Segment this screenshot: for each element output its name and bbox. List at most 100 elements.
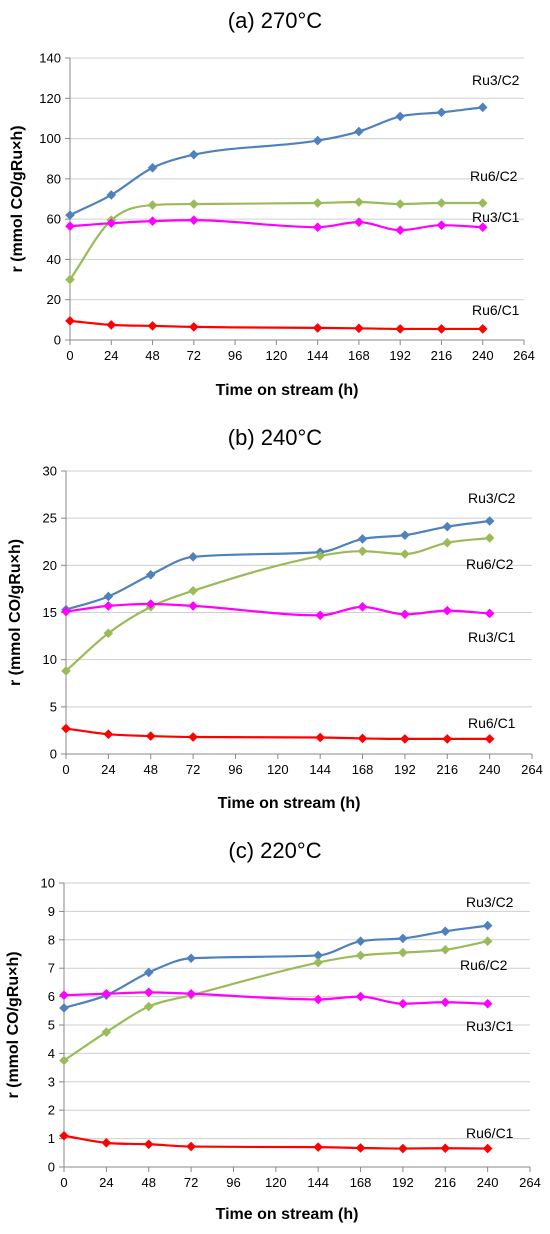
- data-point: [354, 126, 364, 137]
- data-point: [477, 102, 488, 113]
- data-point: [440, 926, 451, 937]
- data-point: [188, 552, 198, 562]
- data-point: [355, 936, 366, 947]
- data-point: [101, 1027, 112, 1037]
- series-line-ru3-c2: [65, 519, 490, 611]
- x-tick-label: 96: [226, 1175, 240, 1190]
- data-point: [484, 516, 495, 526]
- series-line-ru3-c2: [69, 106, 483, 217]
- data-point: [59, 1055, 69, 1066]
- data-point: [482, 1143, 493, 1154]
- y-tick-label: 40: [47, 252, 61, 267]
- data-point: [484, 608, 495, 619]
- series-ru3-c2: [61, 516, 495, 615]
- data-point: [65, 274, 75, 285]
- y-tick-label: 140: [39, 51, 61, 66]
- y-tick-label: 0: [54, 333, 61, 348]
- data-point: [400, 609, 410, 620]
- data-point: [145, 731, 156, 741]
- y-tick-label: 9: [48, 904, 55, 919]
- data-point: [357, 733, 368, 744]
- data-point: [188, 732, 198, 742]
- data-point: [395, 324, 405, 334]
- y-tick-label: 120: [39, 91, 61, 106]
- data-point: [188, 601, 198, 611]
- x-tick-label: 264: [521, 762, 543, 777]
- data-point: [61, 723, 71, 734]
- data-point: [477, 198, 488, 208]
- data-point: [484, 533, 495, 543]
- data-point: [65, 210, 75, 220]
- y-axis-label: r (mmol CO/gRu×h): [5, 951, 22, 1098]
- series-ru3-c1: [61, 599, 495, 621]
- x-axis-label: Time on stream (h): [216, 1206, 359, 1223]
- chart-panel-2: (b) 240°C 0 5 10 15 20 25 30 0 24 48 72 96 120 144 168 1…: [7, 425, 543, 812]
- chart-panel-3: (c) 220°C 0 1 2 3 4 5 6 7 8 9 10 0 24 48 72 96 120 144 168 1…: [5, 838, 541, 1223]
- y-tick-label: 60: [47, 212, 61, 227]
- data-point: [354, 217, 364, 227]
- x-tick-label: 168: [350, 1175, 372, 1190]
- x-tick-label: 240: [472, 348, 494, 363]
- data-point: [59, 1130, 69, 1141]
- y-tick-label: 100: [39, 131, 61, 146]
- data-point: [400, 549, 410, 559]
- y-tick-label: 20: [47, 292, 61, 307]
- data-point: [65, 316, 75, 326]
- series-line-ru6-c1: [69, 319, 483, 331]
- series-label-ru3-c2: Ru3/C2: [468, 490, 516, 506]
- series-label-ru3-c2: Ru3/C2: [466, 894, 514, 910]
- data-point: [65, 221, 75, 231]
- series-line-ru6-c1: [63, 1134, 488, 1150]
- series-line-ru3-c1: [69, 219, 483, 232]
- data-point: [313, 1142, 323, 1152]
- data-point: [436, 198, 447, 208]
- y-tick-label: 10: [41, 876, 55, 891]
- series-line-ru3-c1: [65, 602, 490, 617]
- series-label-ru6-c2: Ru6/C2: [460, 957, 508, 973]
- data-point: [398, 933, 408, 944]
- data-point: [482, 998, 493, 1009]
- series-line-ru6-c2: [65, 536, 490, 672]
- x-tick-label: 264: [513, 348, 535, 363]
- data-point: [357, 602, 368, 612]
- series-ru6-c1: [61, 723, 495, 744]
- chart-panel-1: (a) 270°C 0 20 40 60 80 100 120 140 0 24 48 72 96 120 1…: [9, 8, 535, 399]
- data-point: [143, 967, 154, 978]
- data-point: [400, 530, 410, 540]
- data-point: [312, 222, 323, 232]
- data-point: [354, 323, 364, 334]
- data-point: [442, 521, 453, 532]
- data-point: [147, 200, 158, 210]
- y-tick-label: 5: [48, 1018, 55, 1033]
- series-ru6-c2: [59, 936, 493, 1066]
- x-tick-label: 216: [434, 1175, 456, 1190]
- data-point: [189, 322, 199, 332]
- data-point: [477, 222, 488, 232]
- x-tick-label: 168: [352, 762, 374, 777]
- data-point: [61, 666, 71, 676]
- y-tick-label: 25: [43, 511, 57, 526]
- series-line-ru6-c2: [63, 940, 488, 1062]
- x-tick-label: 168: [348, 348, 370, 363]
- x-tick-label: 48: [145, 348, 159, 363]
- data-point: [315, 610, 325, 621]
- series-ru3-c2: [59, 920, 493, 1013]
- data-point: [186, 988, 196, 999]
- data-point: [103, 729, 114, 739]
- data-point: [186, 1141, 196, 1152]
- data-point: [145, 569, 156, 580]
- data-point: [61, 606, 71, 617]
- x-tick-label: 120: [265, 1175, 287, 1190]
- x-tick-label: 72: [186, 762, 200, 777]
- data-point: [477, 324, 488, 334]
- chart-title: (b) 240°C: [228, 425, 323, 450]
- series-label-ru3-c2: Ru3/C2: [472, 72, 520, 88]
- series-ru3-c1: [65, 215, 488, 236]
- data-point: [395, 199, 405, 209]
- y-tick-label: 1: [48, 1131, 55, 1146]
- data-point: [357, 546, 368, 556]
- series-line-ru6-c2: [69, 200, 483, 281]
- x-tick-label: 144: [307, 348, 329, 363]
- data-point: [315, 732, 325, 743]
